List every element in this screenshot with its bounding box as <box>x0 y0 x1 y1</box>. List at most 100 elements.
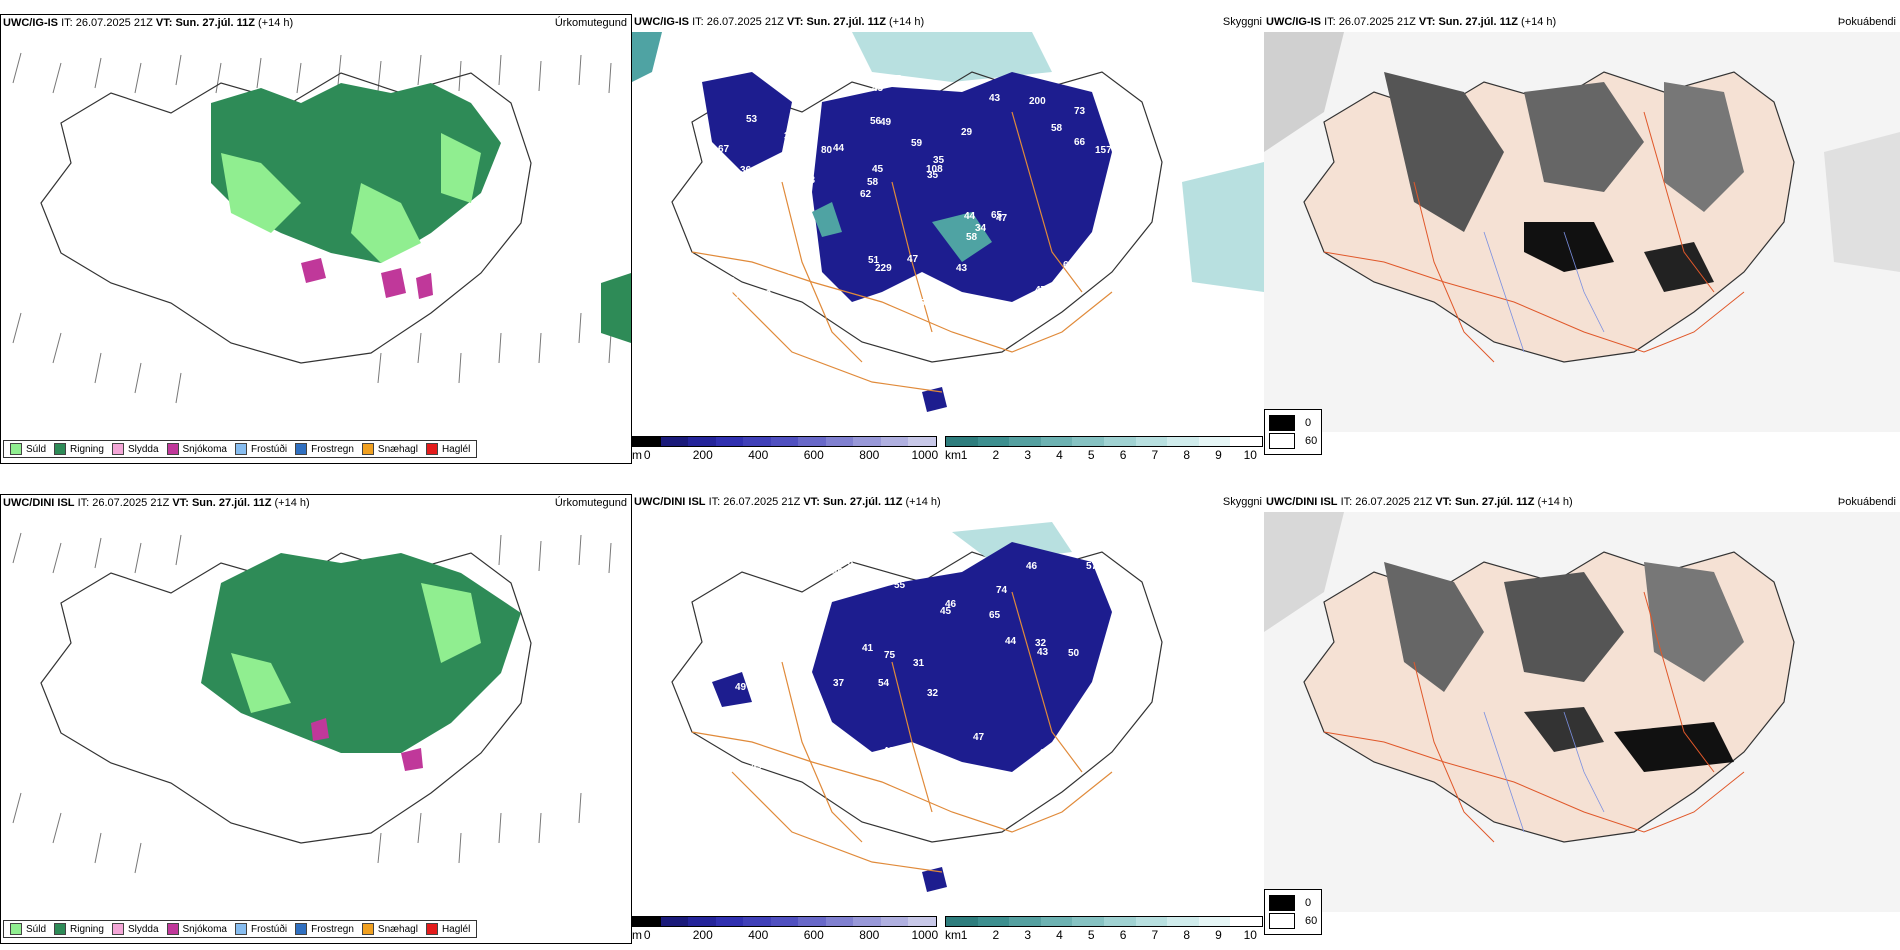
legend-item: Slydda <box>111 923 159 935</box>
legend-item: Frostregn <box>295 443 354 455</box>
distance-colorbar-strip <box>945 916 1263 927</box>
colorbar-tick: 1000 <box>911 928 939 942</box>
visibility-value: 77 <box>839 783 851 794</box>
visibility-value: 55 <box>914 298 926 309</box>
visibility-value: 37 <box>833 678 845 689</box>
fog-legend-swatch <box>1269 913 1295 929</box>
colorbar-segment <box>1009 437 1041 446</box>
colorbar-segment <box>1230 437 1262 446</box>
colorbar-tick: 4 <box>1056 928 1063 942</box>
fog-panel-2: UWC/DINI ISL IT: 26.07.2025 21Z VT: Sun.… <box>1264 494 1900 944</box>
legend-item: Rigning <box>54 923 104 935</box>
precip-type-label: Úrkomutegund <box>554 497 627 509</box>
colorbar-segment <box>1040 917 1073 926</box>
legend-swatch <box>54 443 67 455</box>
visibility-value: 64 <box>1100 650 1112 661</box>
visibility-value: 37 <box>759 301 771 312</box>
fog-legend-swatch <box>1269 415 1295 431</box>
colorbar-segment <box>715 917 744 926</box>
colorbar-tick: 2 <box>992 928 1000 942</box>
legend-swatch <box>234 923 247 935</box>
visibility-value: 34 <box>764 667 776 678</box>
visibility-value: 30 <box>1108 721 1120 732</box>
visibility-value: 229 <box>875 263 892 274</box>
visibility-value: 38 <box>760 644 772 655</box>
fog-panel-1: UWC/IG-IS IT: 26.07.2025 21Z VT: Sun. 27… <box>1264 14 1900 464</box>
visibility-value: 51 <box>933 782 945 793</box>
visibility-value: 41 <box>800 239 812 250</box>
legend-item: Slydda <box>111 443 159 455</box>
colorbar-segment <box>1167 437 1199 446</box>
visibility-value: 39 <box>760 289 772 300</box>
legend-swatch <box>166 443 179 455</box>
visibility-value: 32 <box>1035 638 1047 649</box>
distance-colorbar: km 1 2 3 4 5 6 7 8 9 10 <box>945 436 1263 462</box>
legend-swatch <box>10 923 22 935</box>
colorbar-segment <box>853 437 881 446</box>
colorbar-segment <box>1103 917 1136 926</box>
colorbar-tick: 3 <box>1024 928 1032 942</box>
visibility-value: 59 <box>911 138 923 149</box>
colorbar-segment <box>633 437 661 446</box>
legend-item: Frostúði <box>234 923 287 935</box>
legend-swatch <box>295 923 308 935</box>
colorbar-segment <box>798 437 826 446</box>
visibility-value: 45 <box>872 164 884 175</box>
colorbar-tick: 2 <box>992 448 1000 462</box>
colorbar-tick: 1000 <box>911 448 939 462</box>
visibility-value: 58 <box>867 177 879 188</box>
fog-legend-row: 60 <box>1269 913 1317 929</box>
visibility-value: 46 <box>883 746 895 757</box>
legend-swatch <box>425 443 438 455</box>
colorbar-tick: 6 <box>1119 448 1127 462</box>
visibility-value: 66 <box>1074 137 1086 148</box>
visibility-value: 200 <box>1029 96 1046 107</box>
legend-item: Súld <box>10 443 46 455</box>
colorbar-segment <box>1230 917 1262 926</box>
visibility-value: 91 <box>719 722 731 733</box>
colorbar-tick: 400 <box>748 928 769 942</box>
visibility-value: 35 <box>933 155 945 166</box>
colorbar-segment <box>908 917 937 926</box>
legend-item: Snjókoma <box>166 923 227 935</box>
visibility-value: 32 <box>787 266 799 277</box>
fog-label: Þokuábendi <box>1837 16 1896 28</box>
cloud-map: 63 36 73 62 29 39 56 59 46 44 42 32 49 35 47 53 45 49 44 66… <box>632 32 1264 412</box>
visibility-value: 47 <box>890 74 902 85</box>
colorbar-segment <box>743 437 771 446</box>
visibility-value: 80 <box>821 145 833 156</box>
colorbar-segment <box>1135 437 1168 446</box>
colorbar-tick: 0 <box>643 448 651 462</box>
colorbar-segment <box>825 917 854 926</box>
colorbar-tick: 600 <box>803 448 824 462</box>
colorbar-segment <box>977 917 1010 926</box>
visibility-value: 75 <box>884 650 896 661</box>
legend-item: Súld <box>10 923 46 935</box>
precip-map <box>12 532 612 874</box>
colorbar-segment <box>1167 917 1199 926</box>
colorbar-segment <box>798 917 826 926</box>
precip-map <box>12 52 631 404</box>
colorbar-segment <box>853 917 881 926</box>
colorbar-tick: 1 <box>960 448 968 462</box>
visibility-value: 49 <box>751 761 763 772</box>
colorbar-segment <box>1072 437 1104 446</box>
visibility-value: 44 <box>964 211 976 222</box>
colorbar-tick: 9 <box>1215 928 1222 942</box>
legend-swatch <box>361 443 374 455</box>
visibility-value: 46 <box>1026 561 1038 572</box>
legend-swatch <box>295 443 308 455</box>
legend-item: Rigning <box>54 443 104 455</box>
colorbar-tick: 1 <box>960 928 968 942</box>
fog-legend: 0 60 <box>1264 409 1323 455</box>
visibility-value: 46 <box>799 282 811 293</box>
colorbar-segment <box>908 437 937 446</box>
colorbar-segment <box>688 437 716 446</box>
visibility-value: 157 <box>1095 145 1112 156</box>
colorbar-segment <box>715 437 744 446</box>
visibility-value: 58 <box>966 232 978 243</box>
distance-colorbar-ticks: km 1 2 3 4 5 6 7 8 9 10 <box>945 927 1263 942</box>
legend-item: Snæhagl <box>361 923 418 935</box>
colorbar-tick: 400 <box>748 448 769 462</box>
